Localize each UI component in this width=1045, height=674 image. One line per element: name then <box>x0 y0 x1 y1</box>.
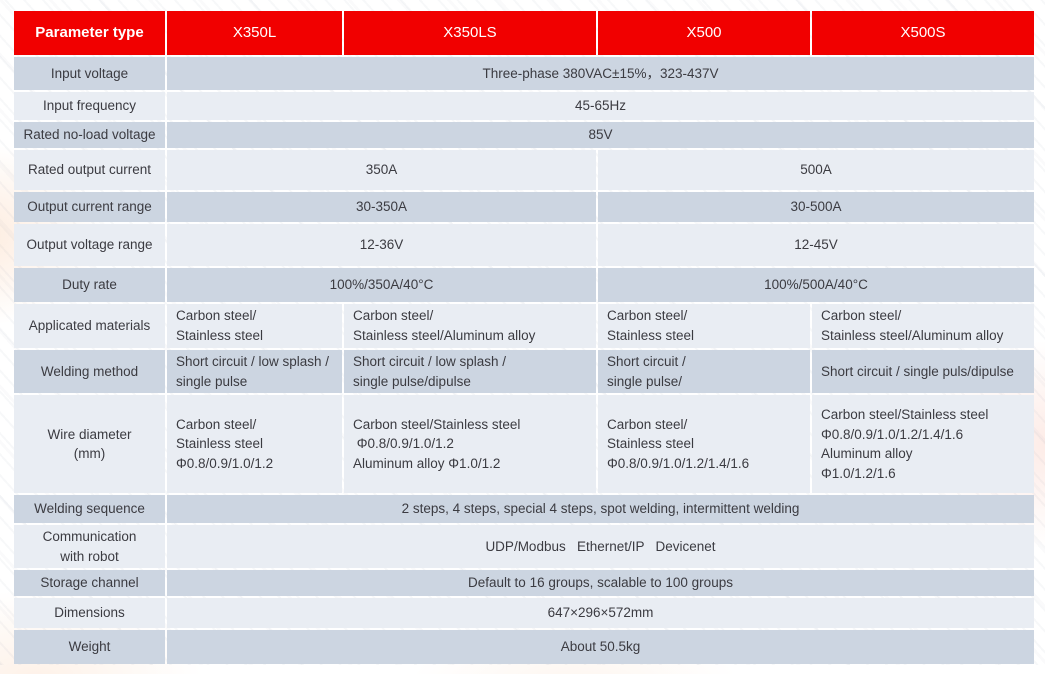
weight-value: About 50.5kg <box>167 630 1034 665</box>
row-applicated-materials: Applicated materials Carbon steel/ Stain… <box>14 304 1034 348</box>
dimensions-value: 647×296×572mm <box>167 598 1034 629</box>
row-input-frequency: Input frequency 45-65Hz <box>14 92 1034 120</box>
header-model-x500: X500 <box>598 11 810 55</box>
row-weight: Weight About 50.5kg <box>14 630 1034 665</box>
output-voltage-range-500: 12-45V <box>598 224 1034 266</box>
row-storage-channel: Storage channel Default to 16 groups, sc… <box>14 570 1034 597</box>
output-voltage-range-350: 12-36V <box>167 224 596 266</box>
communication-with-robot-value: UDP/Modbus Ethernet/IP Devicenet <box>167 525 1034 569</box>
applicated-materials-x350l: Carbon steel/ Stainless steel <box>167 304 342 348</box>
applicated-materials-x500: Carbon steel/ Stainless steel <box>598 304 810 348</box>
row-rated-no-load-voltage: Rated no-load voltage 85V <box>14 122 1034 148</box>
spec-table: Parameter type X350L X350LS X500 X500S I… <box>12 9 1036 666</box>
output-current-range-500: 30-500A <box>598 192 1034 222</box>
row-rated-output-current: Rated output current 350A 500A <box>14 150 1034 190</box>
welding-method-x500: Short circuit / single pulse/ <box>598 350 810 394</box>
weight-label: Weight <box>14 630 165 665</box>
header-model-x350l: X350L <box>167 11 342 55</box>
welding-sequence-value: 2 steps, 4 steps, special 4 steps, spot … <box>167 495 1034 524</box>
applicated-materials-x500s: Carbon steel/ Stainless steel/Aluminum a… <box>812 304 1034 348</box>
output-voltage-range-label: Output voltage range <box>14 224 165 266</box>
welding-method-x350ls: Short circuit / low splash / single puls… <box>344 350 596 394</box>
welding-method-label: Welding method <box>14 350 165 394</box>
row-duty-rate: Duty rate 100%/350A/40°C 100%/500A/40°C <box>14 268 1034 302</box>
output-current-range-350: 30-350A <box>167 192 596 222</box>
rated-output-current-350: 350A <box>167 150 596 190</box>
welding-method-x500s: Short circuit / single puls/dipulse <box>812 350 1034 394</box>
input-voltage-label: Input voltage <box>14 57 165 90</box>
header-model-x500s: X500S <box>812 11 1034 55</box>
header-parameter-type: Parameter type <box>14 11 165 55</box>
header-row: Parameter type X350L X350LS X500 X500S <box>14 11 1034 55</box>
row-communication-with-robot: Communication with robot UDP/Modbus Ethe… <box>14 525 1034 569</box>
header-model-x350ls: X350LS <box>344 11 596 55</box>
communication-with-robot-label: Communication with robot <box>14 525 165 569</box>
input-frequency-label: Input frequency <box>14 92 165 120</box>
applicated-materials-x350ls: Carbon steel/ Stainless steel/Aluminum a… <box>344 304 596 348</box>
rated-output-current-500: 500A <box>598 150 1034 190</box>
wire-diameter-x350l: Carbon steel/ Stainless steel Φ0.8/0.9/1… <box>167 395 342 494</box>
welding-sequence-label: Welding sequence <box>14 495 165 524</box>
wire-diameter-x350ls: Carbon steel/Stainless steel Φ0.8/0.9/1.… <box>344 395 596 494</box>
rated-output-current-label: Rated output current <box>14 150 165 190</box>
input-frequency-value: 45-65Hz <box>167 92 1034 120</box>
input-voltage-value: Three-phase 380VAC±15%，323-437V <box>167 57 1034 90</box>
wire-diameter-x500: Carbon steel/ Stainless steel Φ0.8/0.9/1… <box>598 395 810 494</box>
welding-method-x350l: Short circuit / low splash / single puls… <box>167 350 342 394</box>
duty-rate-500: 100%/500A/40°C <box>598 268 1034 302</box>
row-dimensions: Dimensions 647×296×572mm <box>14 598 1034 629</box>
row-output-voltage-range: Output voltage range 12-36V 12-45V <box>14 224 1034 266</box>
wire-diameter-x500s: Carbon steel/Stainless steel Φ0.8/0.9/1.… <box>812 395 1034 494</box>
row-input-voltage: Input voltage Three-phase 380VAC±15%，323… <box>14 57 1034 90</box>
row-welding-sequence: Welding sequence 2 steps, 4 steps, speci… <box>14 495 1034 524</box>
row-welding-method: Welding method Short circuit / low splas… <box>14 350 1034 394</box>
wire-diameter-label: Wire diameter (mm) <box>14 395 165 494</box>
rated-no-load-voltage-value: 85V <box>167 122 1034 148</box>
applicated-materials-label: Applicated materials <box>14 304 165 348</box>
row-wire-diameter: Wire diameter (mm) Carbon steel/ Stainle… <box>14 395 1034 494</box>
duty-rate-label: Duty rate <box>14 268 165 302</box>
dimensions-label: Dimensions <box>14 598 165 629</box>
rated-no-load-voltage-label: Rated no-load voltage <box>14 122 165 148</box>
storage-channel-value: Default to 16 groups, scalable to 100 gr… <box>167 570 1034 597</box>
row-output-current-range: Output current range 30-350A 30-500A <box>14 192 1034 222</box>
storage-channel-label: Storage channel <box>14 570 165 597</box>
output-current-range-label: Output current range <box>14 192 165 222</box>
duty-rate-350: 100%/350A/40°C <box>167 268 596 302</box>
